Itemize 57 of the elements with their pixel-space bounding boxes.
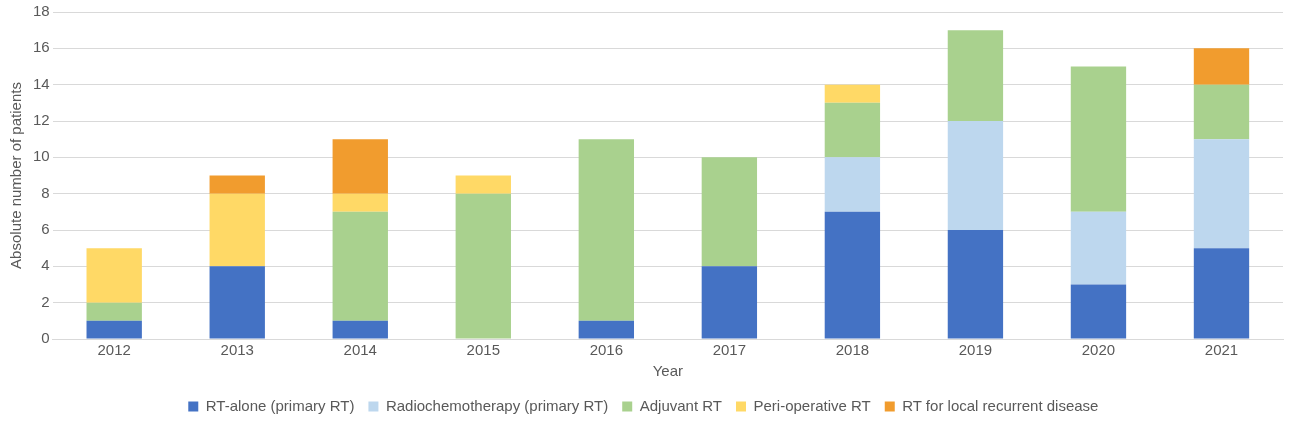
y-tick-label: 18 [33,2,50,20]
legend-label: Adjuvant RT [639,396,722,414]
legend-label: RT-alone (primary RT) [205,396,355,414]
legend-label: Peri-operative RT [753,396,871,414]
bar [947,30,1004,121]
bar [947,121,1004,230]
y-tick-label: 4 [41,256,50,274]
bar [86,320,142,339]
x-tick-label: 2015 [466,341,500,359]
bar [824,157,881,212]
x-tick-label: 2019 [958,341,993,359]
x-tick-label: 2013 [220,341,254,359]
y-tick-label: 14 [33,74,50,92]
x-tick-label: 2018 [835,341,870,359]
bar [209,175,265,194]
y-tick-label: 8 [41,183,50,201]
bar [701,157,758,267]
y-tick-label: 10 [33,147,50,165]
legend-label: Radiochemotherapy (primary RT) [385,396,609,414]
bar [86,248,142,303]
bar [455,193,511,339]
bar [1193,139,1250,249]
y-tick-label: 2 [41,292,50,310]
bar [86,302,142,321]
x-axis-title: Year [652,362,683,380]
legend-label: RT for local recurrent disease [902,396,1099,414]
x-tick-label: 2012 [97,341,131,359]
bar [1193,48,1250,85]
bar [209,193,265,267]
y-tick-label: 12 [33,111,50,129]
bar [701,266,758,339]
bar [1070,211,1127,285]
bar [824,84,881,103]
y-tick-label: 16 [33,38,50,56]
bar [209,266,265,339]
x-tick-label: 2021 [1204,341,1239,359]
bar [1070,66,1127,212]
bar [332,193,388,212]
bar [824,102,881,158]
x-tick-label: 2014 [343,341,377,359]
bar [332,320,388,339]
bar [455,175,511,194]
bar [1193,84,1250,140]
x-tick-label: 2017 [712,341,747,359]
y-tick-label: 6 [41,220,50,238]
bar [578,320,635,339]
bar [332,139,388,194]
y-tick-label: 0 [41,329,50,347]
bar [947,230,1004,339]
y-axis-title: Absolute number of patients [7,82,25,269]
bar [1193,248,1250,339]
x-tick-label: 2020 [1081,341,1116,359]
x-tick-label: 2016 [589,341,624,359]
bar [332,211,388,321]
bar [1070,284,1127,339]
bar [578,139,635,321]
bar [824,211,881,339]
